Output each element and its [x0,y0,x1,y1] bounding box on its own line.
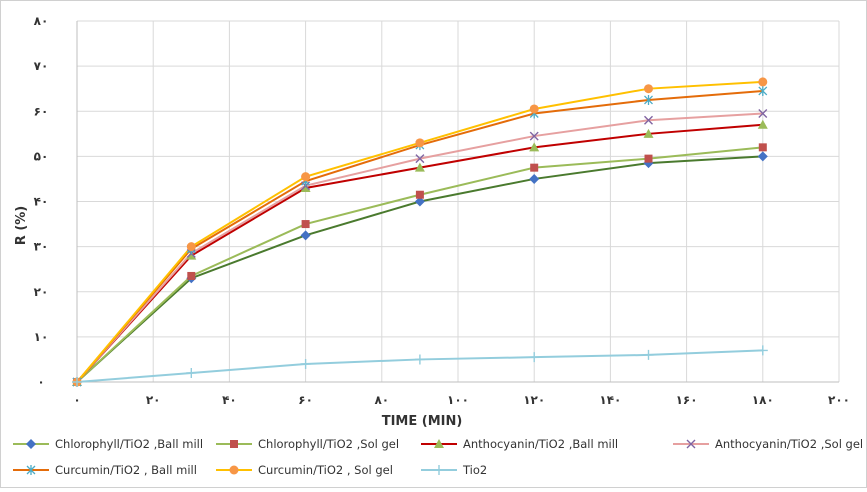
y-tick-label: ٣٠ [34,240,49,254]
data-point [644,84,653,94]
legend-item: Curcumin/TiO2 , Ball mill [13,463,197,477]
data-point [414,354,425,365]
data-point [186,250,197,260]
legend-label: Chlorophyll/TiO2 ,Ball mill [55,437,203,451]
axes [76,21,839,383]
data-point [758,143,767,152]
series-line-5 [76,89,763,383]
x-tick-label: ۴٠ [222,393,237,407]
x-tick-label: ٠ [73,393,80,407]
x-tick-label: ٢٠ [146,393,161,407]
data-point [757,345,768,356]
data-point [644,94,653,105]
legend-item: Chlorophyll/TiO2 ,Ball mill [13,437,203,451]
legend-marker [686,439,696,449]
data-point [414,162,425,172]
legend-marker [230,440,238,448]
series-markers [72,77,768,387]
data-point [529,142,540,152]
data-point [186,242,196,252]
y-tick-label: ٨٠ [34,14,49,28]
x-tick-label: ١۴٠ [599,393,621,407]
legend-label: Anthocyanin/TiO2 ,Ball mill [463,437,618,451]
data-point [643,128,654,138]
y-axis-title: R (%) [14,206,29,245]
data-point [643,349,654,360]
data-point [529,131,539,141]
data-point [529,173,540,184]
x-tick-label: ٨٠ [374,393,389,407]
tick-labels: ٠ ٢٠ ۴٠ ۶٠ ٨٠ ١٠٠ ١٢٠ ١۴٠ ١۶٠ ١٨٠ ٢٠٠ ٠ ١٠ ٢٠ ٣٠ ۴٠ ۵٠ ۶٠… [34,14,850,407]
data-point [758,77,768,87]
data-point [72,377,82,387]
data-point [186,367,197,378]
y-tick-label: ٠ [37,375,44,389]
legend-label: Curcumin/TiO2 , Sol gel [258,463,393,477]
legend-marker [26,439,36,449]
x-axis-title: TIME (MIN) [382,414,463,429]
series-line-2 [76,146,763,383]
gridlines [77,20,840,382]
data-point [301,172,311,182]
data-point [414,196,425,207]
y-tick-label: ۴٠ [34,195,49,209]
data-point [529,104,539,114]
data-point [758,109,768,119]
data-point [758,85,768,96]
series-line-4 [76,112,763,383]
x-tick-label: ۶٠ [298,393,313,407]
legend-item: Curcumin/TiO2 , Sol gel [216,463,393,477]
data-point [644,154,653,163]
data-point [187,271,196,280]
y-tick-label: ٢٠ [34,285,49,299]
data-point [301,220,310,229]
data-point [644,115,653,125]
legend: Chlorophyll/TiO2 ,Ball mill Chlorophyll/T… [13,437,863,477]
x-tick-label: ١٠٠ [447,393,469,407]
data-point [300,230,311,241]
y-tick-label: ۶٠ [34,104,49,118]
x-tick-label: ١٢٠ [523,393,545,407]
data-point [757,151,768,162]
legend-marker [434,465,444,475]
data-point [300,358,311,369]
legend-label: Tio2 [462,463,487,477]
legend-marker [434,439,444,448]
data-point [415,138,425,148]
legend-label: Curcumin/TiO2 , Ball mill [55,463,197,477]
data-point [530,163,539,172]
legend-label: Chlorophyll/TiO2 ,Sol gel [258,437,399,451]
legend-marker [26,465,36,475]
data-point [757,119,768,129]
x-tick-label: ١۶٠ [676,393,698,407]
data-point [415,154,425,164]
data-point [415,190,424,199]
legend-item: Chlorophyll/TiO2 ,Sol gel [216,437,399,451]
x-tick-label: ٢٠٠ [828,393,850,407]
legend-marker [229,465,239,475]
data-point [300,182,311,192]
legend-item: Anthocyanin/TiO2 ,Ball mill [421,437,618,451]
y-tick-label: ٧٠ [34,59,49,73]
y-tick-label: ۵٠ [34,149,49,163]
legend-item: Tio2 [421,463,487,477]
y-tick-label: ١٠ [34,330,49,344]
data-point [529,352,540,363]
x-tick-label: ١٨٠ [752,393,774,407]
legend-label: Anthocyanin/TiO2 ,Sol gel [715,437,863,451]
legend-item: Anthocyanin/TiO2 ,Sol gel [673,437,863,451]
